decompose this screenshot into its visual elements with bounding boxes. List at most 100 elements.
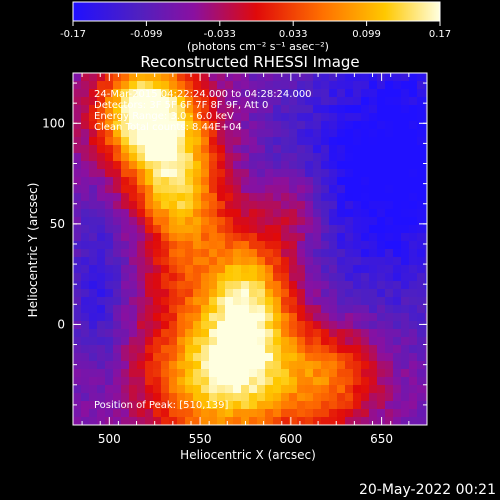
heatmap-cell [97, 193, 106, 202]
heatmap-cell [321, 393, 330, 402]
heatmap-cell [377, 137, 386, 146]
heatmap-cell [369, 369, 378, 378]
heatmap-cell [401, 89, 410, 98]
heatmap-cell [73, 265, 82, 274]
heatmap-cell [313, 281, 322, 290]
heatmap-cell [233, 265, 242, 274]
heatmap-cell [137, 361, 146, 370]
x-tick-label: 600 [279, 432, 302, 446]
heatmap-cell [153, 241, 162, 250]
heatmap-cell [393, 233, 402, 242]
heatmap-cell [281, 377, 290, 386]
heatmap-cell [417, 225, 426, 234]
heatmap-cell [313, 225, 322, 234]
heatmap-cell [369, 177, 378, 186]
heatmap-cell [121, 73, 130, 82]
heatmap-cell [241, 209, 250, 218]
heatmap-cell [81, 369, 90, 378]
heatmap-cell [385, 193, 394, 202]
heatmap-cell [193, 281, 202, 290]
heatmap-cell [193, 225, 202, 234]
heatmap-cell [137, 249, 146, 258]
heatmap-cell [185, 241, 194, 250]
heatmap-cell [209, 89, 218, 98]
heatmap-cell [249, 129, 258, 138]
heatmap-cell [73, 81, 82, 90]
heatmap-cell [345, 241, 354, 250]
heatmap-cell [369, 153, 378, 162]
heatmap-cell [81, 377, 90, 386]
heatmap-cell [249, 337, 258, 346]
heatmap-cell [241, 177, 250, 186]
heatmap-cell [121, 177, 130, 186]
heatmap-cell [385, 121, 394, 130]
heatmap-cell [321, 217, 330, 226]
heatmap-cell [153, 417, 162, 425]
heatmap-cell [273, 369, 282, 378]
heatmap-cell [425, 73, 427, 82]
heatmap-cell [177, 185, 186, 194]
heatmap-cell [217, 209, 226, 218]
heatmap-cell [193, 265, 202, 274]
heatmap-cell [321, 129, 330, 138]
heatmap-cell [81, 241, 90, 250]
heatmap-cell [169, 353, 178, 362]
heatmap-cell [281, 113, 290, 122]
heatmap-cell [137, 273, 146, 282]
heatmap-cell [377, 321, 386, 330]
heatmap-cell [97, 145, 106, 154]
heatmap-cell [121, 377, 130, 386]
heatmap-cell [129, 193, 138, 202]
heatmap-cell [225, 89, 234, 98]
heatmap-cell [161, 217, 170, 226]
heatmap-cell [145, 97, 154, 106]
heatmap-cell [345, 137, 354, 146]
heatmap-cell [305, 249, 314, 258]
heatmap-cell [153, 145, 162, 154]
heatmap-cell [369, 161, 378, 170]
heatmap-cell [153, 265, 162, 274]
heatmap-cell [153, 401, 162, 410]
heatmap-cell [425, 105, 427, 114]
heatmap-cell [113, 345, 122, 354]
heatmap-cell [97, 377, 106, 386]
heatmap-cell [385, 225, 394, 234]
heatmap-cell [249, 217, 258, 226]
heatmap-cell [321, 305, 330, 314]
heatmap-cell [209, 393, 218, 402]
heatmap-cell [209, 225, 218, 234]
heatmap-cell [409, 297, 418, 306]
heatmap-cell [305, 385, 314, 394]
heatmap-cell [209, 361, 218, 370]
heatmap-cell [353, 145, 362, 154]
heatmap-cell [337, 417, 346, 425]
heatmap-cell [353, 129, 362, 138]
heatmap-cell [105, 385, 114, 394]
heatmap-cell [233, 209, 242, 218]
heatmap-cell [321, 361, 330, 370]
heatmap-cell [201, 273, 210, 282]
heatmap-cell [369, 337, 378, 346]
heatmap-cell [329, 345, 338, 354]
heatmap-cell [161, 385, 170, 394]
heatmap-cell [73, 145, 82, 154]
heatmap-cell [385, 345, 394, 354]
heatmap-cell [393, 225, 402, 234]
heatmap-cell [417, 369, 426, 378]
heatmap-cell [201, 113, 210, 122]
heatmap-cell [265, 145, 274, 154]
heatmap-cell [193, 385, 202, 394]
heatmap-cell [257, 401, 266, 410]
heatmap-cell [217, 337, 226, 346]
heatmap-cell [417, 337, 426, 346]
heatmap-cell [129, 169, 138, 178]
heatmap-cell [329, 169, 338, 178]
chart-title: Reconstructed RHESSI Image [140, 53, 359, 71]
heatmap-cell [305, 369, 314, 378]
heatmap-cell [201, 233, 210, 242]
heatmap-cell [345, 313, 354, 322]
heatmap-cell [113, 225, 122, 234]
heatmap-cell [361, 313, 370, 322]
heatmap-cell [313, 249, 322, 258]
heatmap-cell [177, 289, 186, 298]
